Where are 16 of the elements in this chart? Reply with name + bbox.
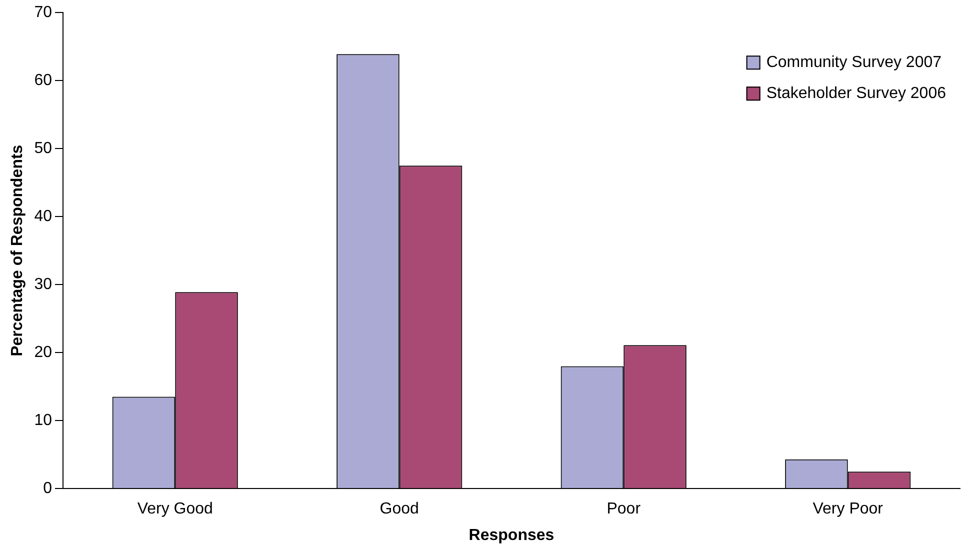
x-axis-title: Responses xyxy=(468,526,554,544)
y-tick-label: 0 xyxy=(43,480,52,498)
y-tick-label: 50 xyxy=(34,140,52,158)
x-tick-label: Very Poor xyxy=(812,500,884,518)
x-tick-label: Poor xyxy=(606,500,642,518)
y-tick-label: 20 xyxy=(34,344,52,362)
legend-label: Community Survey 2007 xyxy=(766,54,942,72)
y-axis-title: Percentage of Respondents xyxy=(9,144,26,356)
y-tick-label: 70 xyxy=(34,4,52,22)
y-tick-label: 30 xyxy=(34,276,52,294)
y-tick-label: 40 xyxy=(34,208,52,226)
y-tick-label: 60 xyxy=(34,72,52,90)
y-tick-label: 10 xyxy=(34,412,52,430)
x-tick-label: Good xyxy=(380,500,419,518)
legend-label: Stakeholder Survey 2006 xyxy=(766,85,946,102)
x-tick-label: Very Good xyxy=(137,500,213,518)
